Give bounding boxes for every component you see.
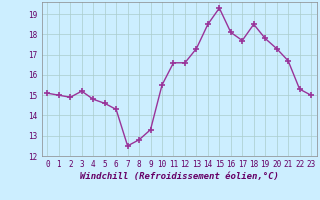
X-axis label: Windchill (Refroidissement éolien,°C): Windchill (Refroidissement éolien,°C) <box>80 172 279 181</box>
